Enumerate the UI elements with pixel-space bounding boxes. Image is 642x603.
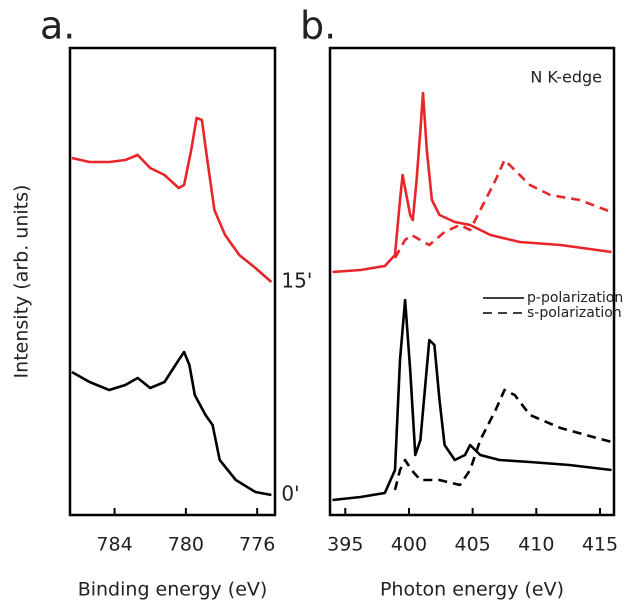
- x-tick-label: 784: [96, 534, 132, 556]
- plot-frame: [328, 46, 616, 517]
- series-line: [71, 350, 272, 497]
- series-label: 0': [281, 482, 299, 506]
- x-tick-label: 395: [327, 534, 363, 556]
- x-tick-label: 400: [391, 534, 427, 556]
- panel-label: a.: [40, 4, 75, 48]
- series-line: [332, 91, 612, 274]
- x-tick-label: 780: [168, 534, 204, 556]
- legend-label: s-polarization: [527, 305, 622, 321]
- x-axis-label: Photon energy (eV): [380, 579, 564, 601]
- series-line: [332, 298, 612, 502]
- x-tick-label: 410: [518, 534, 554, 556]
- x-tick-label: 405: [455, 534, 491, 556]
- series-line: [71, 116, 273, 283]
- panel-label: b.: [300, 4, 336, 48]
- series-line: [393, 388, 612, 491]
- x-tick-label: 415: [582, 534, 618, 556]
- x-tick-label: 776: [239, 534, 275, 556]
- x-axis-label: Binding energy (eV): [78, 579, 268, 601]
- legend-label: p-polarization: [527, 290, 623, 306]
- annotation: N K-edge: [530, 68, 602, 87]
- plot-frame: [68, 46, 277, 517]
- y-axis-label: Intensity (arb. units): [11, 185, 33, 379]
- series-label: 15': [281, 269, 312, 293]
- series-line: [393, 158, 612, 259]
